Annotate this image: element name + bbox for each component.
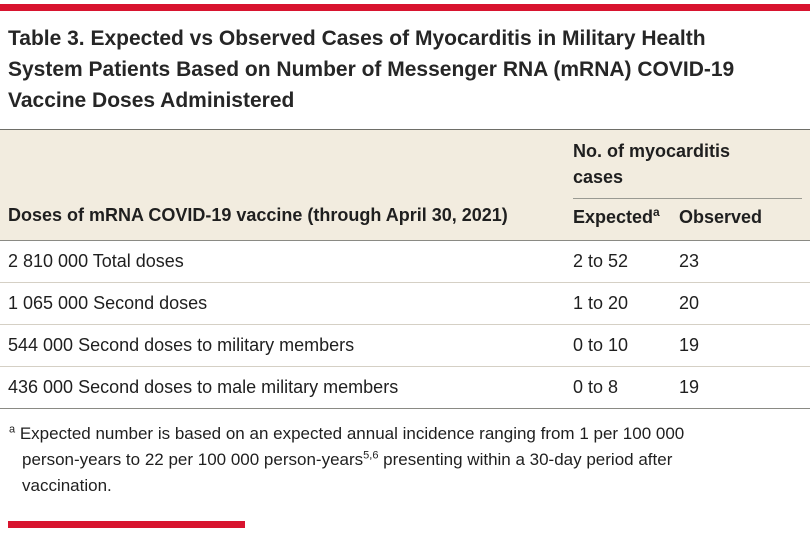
observed-cell: 23 [679,251,700,271]
sub-header-row: Expecteda Observed [573,199,810,240]
expected-cell: 0 to 8 [573,377,619,397]
table-title: Table 3. Expected vs Observed Cases of M… [0,11,810,130]
column-header-observed: Observed [679,207,763,227]
table-row: 544 000 Second doses to military members… [0,325,810,367]
footnote-reference-citation: 5,6 [363,449,379,462]
expected-cell: 2 to 52 [573,251,629,271]
column-header-doses: Doses of mRNA COVID-19 vaccine (through … [0,130,573,240]
table-header: Doses of mRNA COVID-19 vaccine (through … [0,130,810,241]
table-footnote: a Expected number is based on an expecte… [0,409,748,507]
myocarditis-cases-header-group: No. of myocarditis cases Expecteda Obser… [573,130,810,240]
footnote-text-before: Expected number is based on an expected … [15,424,685,469]
expected-cell: 1 to 20 [573,293,629,313]
doses-cell: 544 000 Second doses to military members [8,335,355,355]
column-group-header: No. of myocarditis cases [573,141,731,187]
table-body: 2 810 000 Total doses 2 to 52 23 1 065 0… [0,241,810,409]
group-header-rule [573,198,802,199]
footnote-marker: a [9,423,16,436]
observed-cell: 19 [679,335,700,355]
expected-cell: 0 to 10 [573,335,629,355]
table-row: 436 000 Second doses to male military me… [0,367,810,409]
data-table: Doses of mRNA COVID-19 vaccine (through … [0,130,810,409]
observed-cell: 20 [679,293,700,313]
column-header-expected: Expecteda [573,205,660,227]
table-row: 1 065 000 Second doses 1 to 20 20 [0,283,810,325]
doses-cell: 436 000 Second doses to male military me… [8,377,399,397]
column-header-doses-label: Doses of mRNA COVID-19 vaccine (through … [8,205,508,225]
table-row: 2 810 000 Total doses 2 to 52 23 [0,241,810,283]
expected-footnote-marker: a [653,205,660,219]
top-accent-bar [0,4,810,11]
footnote-text-after: presenting within a 30-day period after … [22,450,673,495]
doses-cell: 1 065 000 Second doses [8,293,208,313]
doses-cell: 2 810 000 Total doses [8,251,184,271]
observed-cell: 19 [679,377,700,397]
journal-table-figure: Table 3. Expected vs Observed Cases of M… [0,4,810,537]
bottom-accent-bar [8,521,245,528]
